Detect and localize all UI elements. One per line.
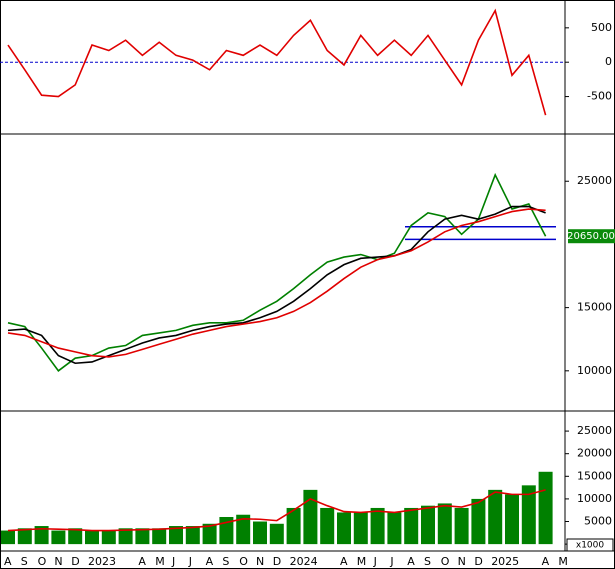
volume-bar [538,471,553,545]
volume-bar [202,523,217,545]
price-tag-label: 20650.00 [567,231,615,242]
price-line [7,8,547,116]
volume-bar [471,498,486,545]
x-tick-label: S [222,555,229,568]
price-line [7,172,547,372]
volume-bar [337,512,351,545]
x-tick-label: M [558,555,568,568]
volume-bar [1,530,15,545]
y-tick-label: 5000 [584,515,612,528]
x-tick-label: A [138,555,146,568]
moving-average [7,208,546,358]
price-tag-box [568,229,615,244]
x-tick-label: N [54,555,62,568]
x-tick-label: D [71,555,79,568]
volume-bar [505,494,519,545]
y-tick-label: 15000 [577,469,612,482]
x-tick-label: S [424,555,431,568]
x-tick-label: M [357,555,367,568]
x-tick-label: D [273,555,281,568]
x-tick-label: O [441,555,450,568]
x-tick-label: M [155,555,165,568]
y-tick-label: 25000 [577,424,612,437]
x-tick-label: J [389,555,393,568]
x-tick-label: J [188,555,192,568]
volume-bar [404,507,419,545]
volume-bar [521,485,536,545]
volume-bar [152,528,167,545]
volume-bar [370,507,385,545]
x-tick-label: J [373,555,377,568]
x-tick-label: 2025 [491,555,519,568]
x-tick-label: D [474,555,482,568]
x-tick-label: A [206,555,214,568]
y-tick-label: -500 [587,90,612,103]
moving-average [7,205,546,365]
volume-bar [135,528,150,545]
x-tick-label: A [542,555,550,568]
y-tick-label: 20000 [577,447,612,460]
volume-bar [454,507,469,545]
x-tick-label: 2023 [88,555,116,568]
volume-bar [169,526,183,545]
x-tick-label: A [407,555,415,568]
y-tick-label: 25000 [577,174,612,187]
volume-bar [269,523,284,545]
volume-bar [51,530,66,545]
volume-bar [286,507,301,545]
y-tick-label: 0 [605,55,612,68]
x-tick-label: A [4,555,12,568]
volume-bar [303,489,318,545]
volume-bar [34,526,49,545]
volume-bar [185,526,200,545]
unit-label: x1000 [576,541,605,551]
y-tick-label: 10000 [577,492,612,505]
x-tick-label: O [239,555,248,568]
volume-bar [17,528,32,545]
x-tick-label: 2024 [290,555,318,568]
volume-bar [68,528,83,545]
x-tick-label: J [171,555,175,568]
volume-bar [387,512,402,545]
volume-average [7,489,546,532]
volume-bar [236,514,251,545]
y-tick-label: 500 [591,21,612,34]
y-tick-label: 15000 [577,301,612,314]
volume-bar [421,505,435,545]
volume-bar [488,489,503,545]
volume-bar [320,507,335,545]
y-tick-label: 10000 [577,364,612,377]
unit-box [566,538,614,552]
volume-bar [101,530,116,545]
x-tick-label: N [256,555,264,568]
volume-bar [85,530,99,545]
volume-bar [437,503,452,545]
volume-bar [353,512,368,545]
x-tick-label: O [38,555,47,568]
x-tick-label: N [458,555,466,568]
x-tick-label: S [21,555,28,568]
volume-bar [118,528,133,545]
volume-bar [253,521,267,545]
x-tick-label: A [340,555,348,568]
